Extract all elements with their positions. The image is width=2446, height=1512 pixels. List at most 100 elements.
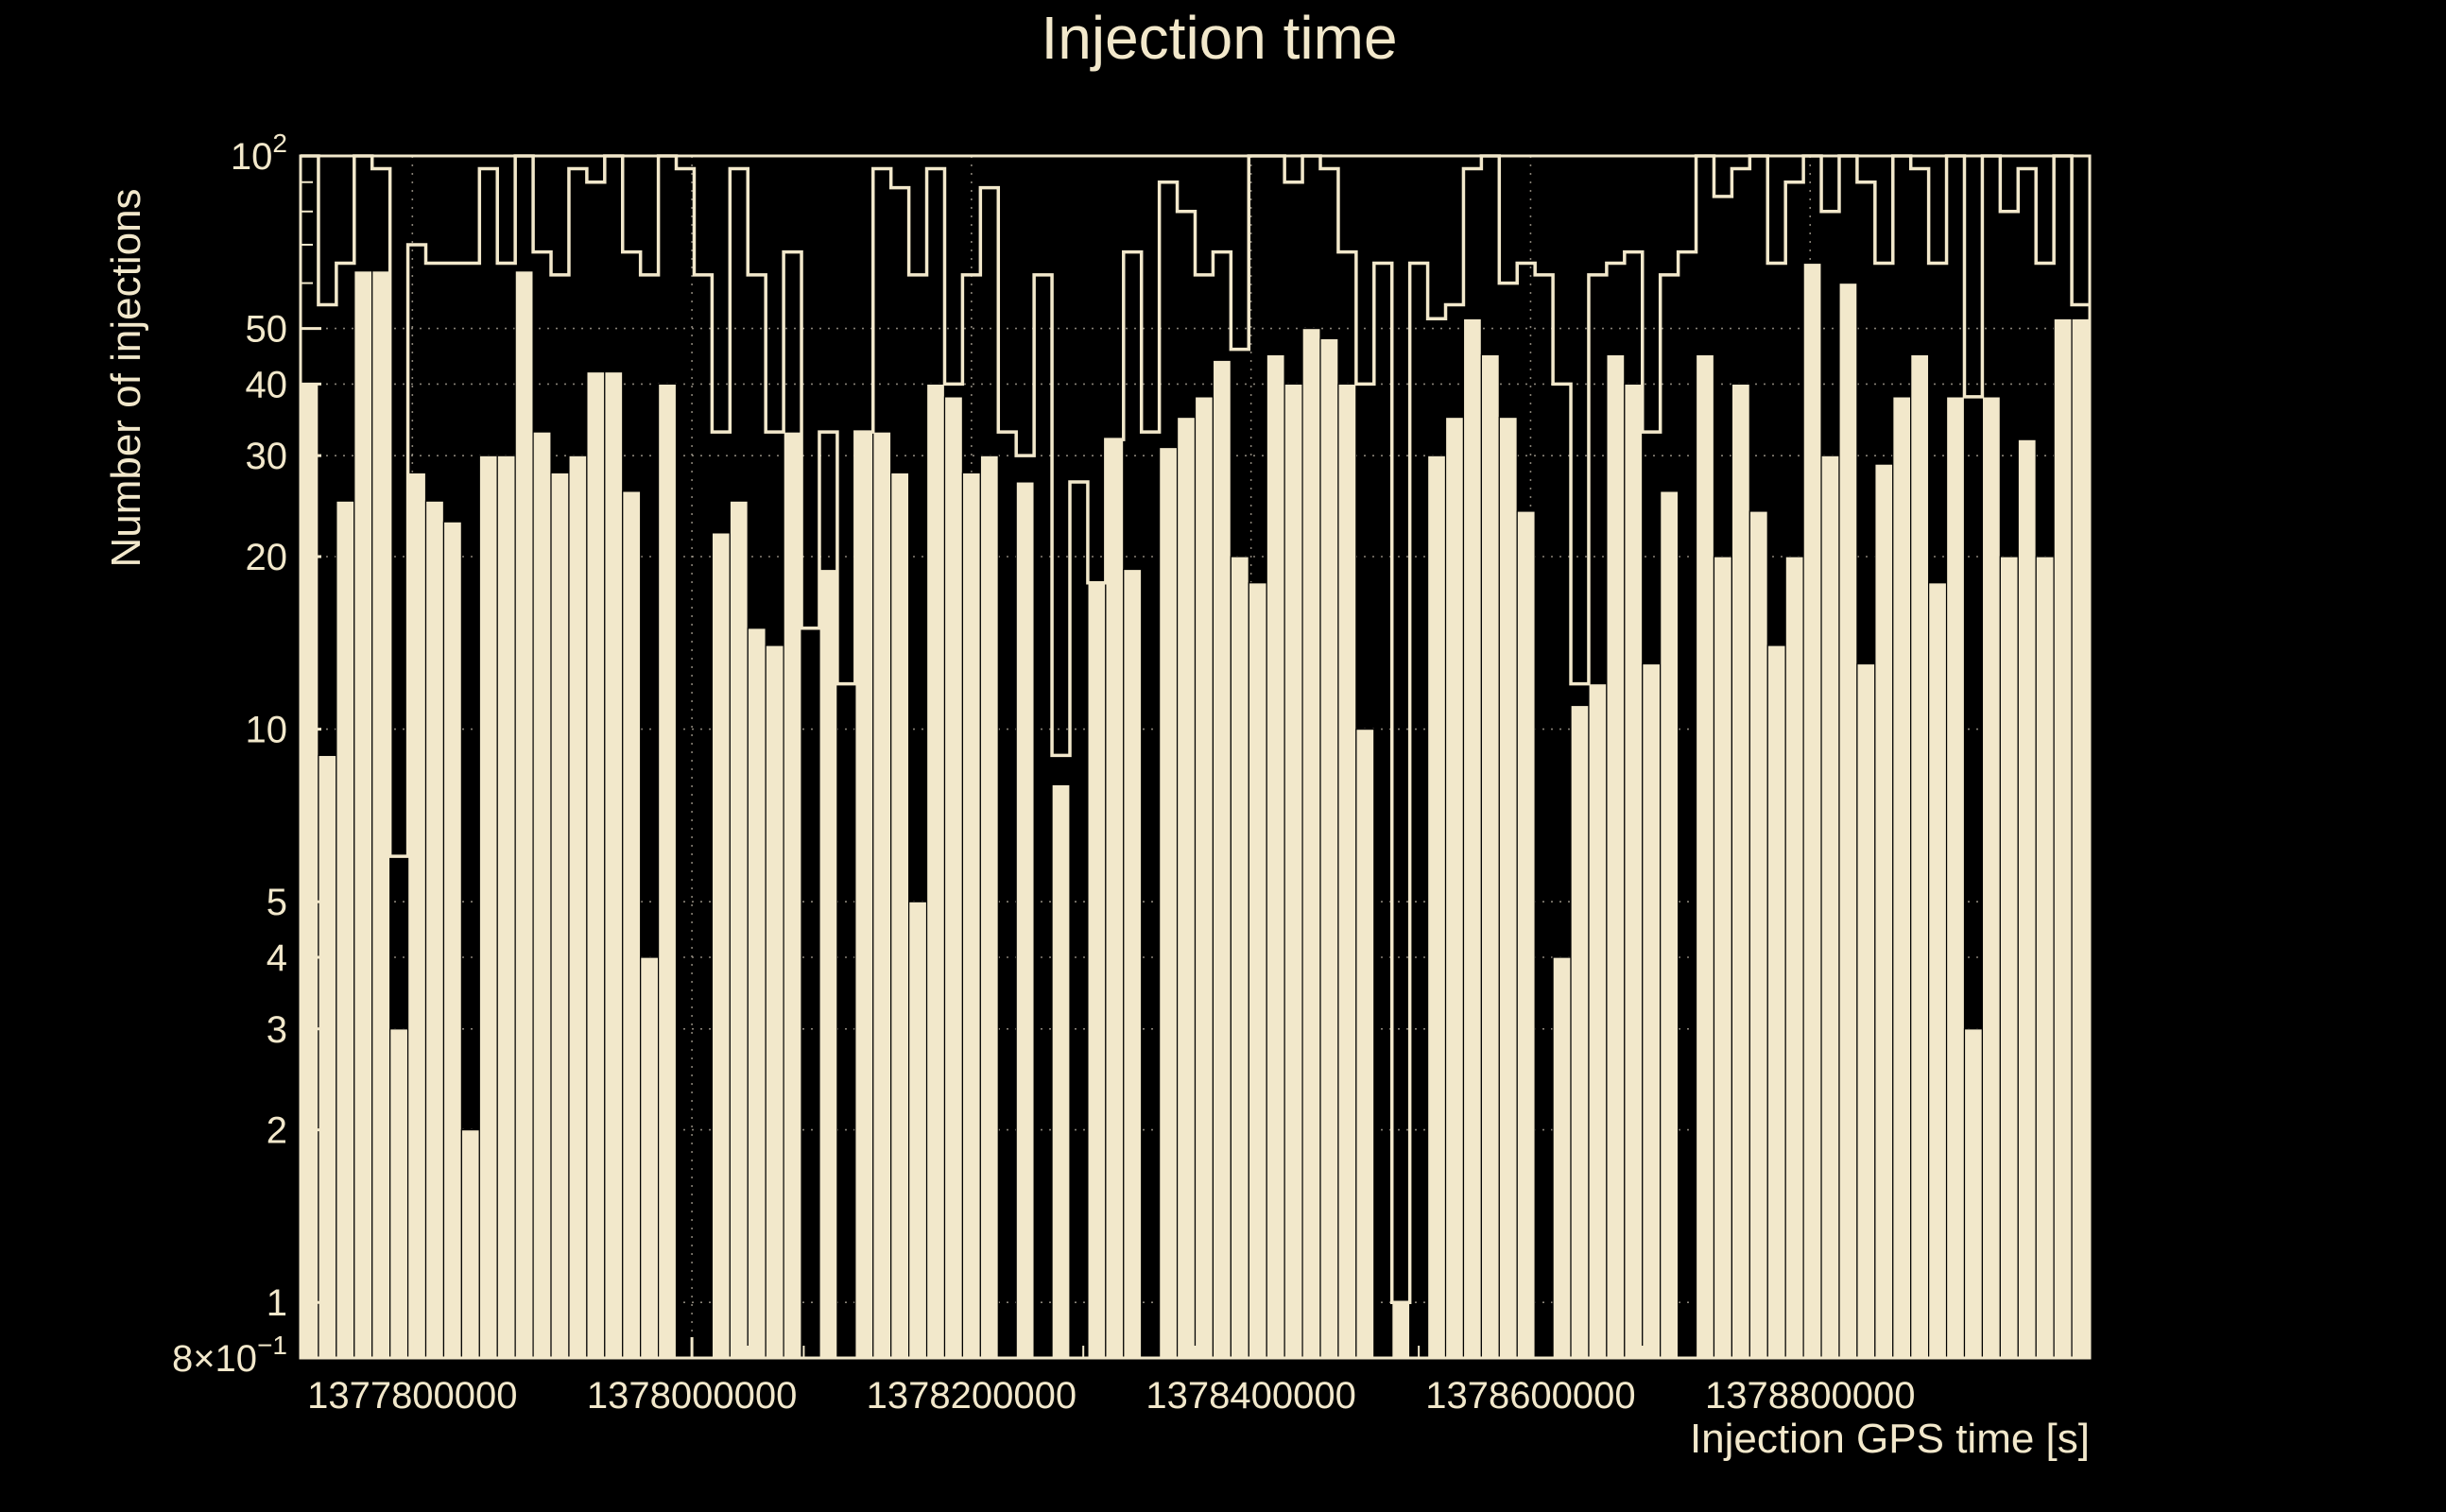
y-tick-label: 8×10−1 (172, 1331, 287, 1380)
histogram-bar (1588, 682, 1608, 1359)
histogram-bar (1766, 644, 1786, 1359)
histogram-bar (514, 270, 534, 1359)
histogram-bar (729, 500, 749, 1359)
histogram-bar (1319, 337, 1339, 1359)
histogram-bar (1123, 568, 1143, 1359)
histogram-bar (1391, 1301, 1411, 1359)
y-tick-label: 50 (246, 309, 288, 351)
y-tick-labels: 102 50 40 30 20 10 5 4 3 2 1 8×10−1 (172, 129, 287, 1380)
histogram-bar (854, 431, 874, 1359)
histogram-bar (1945, 396, 1966, 1359)
histogram-bar (961, 472, 981, 1359)
histogram-bar (300, 383, 319, 1359)
histogram-bar (1355, 729, 1375, 1359)
histogram-bar (943, 396, 964, 1359)
histogram-bar (657, 383, 678, 1359)
histogram-bar (568, 455, 588, 1359)
histogram-bar (908, 901, 928, 1359)
histogram-bar (1660, 490, 1679, 1359)
histogram-bar (1159, 446, 1179, 1359)
histogram-bar (1480, 353, 1500, 1359)
histogram-bar (1963, 1028, 1984, 1359)
histogram-bar (1802, 262, 1822, 1359)
histogram-bar (1642, 662, 1662, 1359)
histogram-bar (389, 1028, 409, 1359)
histogram-bar (1695, 353, 1715, 1359)
histogram-bar (1928, 582, 1948, 1359)
x-tick-label: 1378000000 (587, 1375, 797, 1417)
histogram-bar (1748, 510, 1768, 1359)
histogram-bar (1301, 328, 1321, 1359)
y-tick-label: 10 (246, 710, 288, 751)
y-tick-label: 1 (267, 1282, 287, 1324)
y-tick-label: 40 (246, 364, 288, 405)
histogram-bar (2035, 556, 2055, 1359)
histogram-bar (747, 627, 767, 1359)
histogram-bar (1087, 582, 1107, 1359)
histogram-bar (550, 472, 570, 1359)
histogram-bar (318, 754, 337, 1359)
histogram-bar (1981, 396, 2001, 1359)
histogram-bar (478, 455, 498, 1359)
filled-histogram (300, 262, 2091, 1359)
histogram-bar (1462, 318, 1482, 1359)
histogram-bar (622, 490, 642, 1359)
histogram-bar (442, 521, 462, 1359)
x-axis-label: Injection GPS time [s] (1690, 1416, 2090, 1462)
y-tick-label: 2 (267, 1110, 287, 1152)
histogram-bar (1230, 556, 1249, 1359)
histogram-bar (406, 472, 427, 1359)
histogram-bar (1194, 396, 1214, 1359)
histogram-bar (460, 1129, 480, 1359)
histogram-bar (925, 383, 946, 1359)
histogram-bar (2071, 318, 2091, 1359)
y-tick-label: 5 (267, 882, 287, 923)
histogram-bar (353, 270, 373, 1359)
histogram-bar (1874, 463, 1894, 1359)
histogram-bar (371, 270, 391, 1359)
histogram-bar (2017, 438, 2037, 1359)
x-tick-labels: 1377800000 1378000000 1378200000 1378400000… (307, 1375, 1915, 1417)
histogram-bar (532, 431, 552, 1359)
histogram-bar (1248, 582, 1267, 1359)
histogram-bar (1176, 416, 1197, 1359)
chart-title: Injection time (1041, 4, 1397, 72)
histogram-bar (1516, 510, 1536, 1359)
x-tick-label: 1378800000 (1705, 1375, 1915, 1417)
histogram-bar (424, 500, 445, 1359)
histogram-bar (1444, 416, 1465, 1359)
y-tick-label: 3 (267, 1009, 287, 1051)
histogram-bar (1999, 556, 2019, 1359)
histogram-bar (1015, 481, 1035, 1359)
y-axis-label: Number of injections (103, 188, 149, 567)
histogram-bar (783, 431, 802, 1359)
histogram-bar (1731, 383, 1750, 1359)
x-tick-label: 1377800000 (307, 1375, 517, 1417)
histogram-bar (1426, 455, 1447, 1359)
histogram-bar (1570, 704, 1590, 1359)
histogram-bar (711, 532, 731, 1359)
histogram-bar (496, 455, 516, 1359)
histogram-bar (336, 500, 355, 1359)
histogram-bar (1820, 455, 1840, 1359)
histogram-bar (1856, 662, 1876, 1359)
histogram-bar (1552, 956, 1572, 1359)
histogram-bar (604, 370, 624, 1359)
y-tick-label: 102 (231, 129, 287, 178)
histogram-bar (1498, 416, 1518, 1359)
histogram-bar (1283, 383, 1303, 1359)
y-tick-label: 20 (246, 537, 288, 578)
histogram-bar (640, 956, 660, 1359)
histogram-bar (586, 370, 606, 1359)
histogram-bar (1212, 359, 1232, 1359)
histogram-bar (979, 455, 999, 1359)
histogram-bar (890, 472, 910, 1359)
histogram-bar (1713, 556, 1732, 1359)
histogram-bar (1051, 783, 1071, 1359)
histogram-bar (1337, 383, 1357, 1359)
histogram-bar (1606, 353, 1626, 1359)
histogram-bar (765, 644, 784, 1359)
y-tick-label: 4 (267, 937, 287, 979)
histogram-bar (1838, 282, 1858, 1359)
